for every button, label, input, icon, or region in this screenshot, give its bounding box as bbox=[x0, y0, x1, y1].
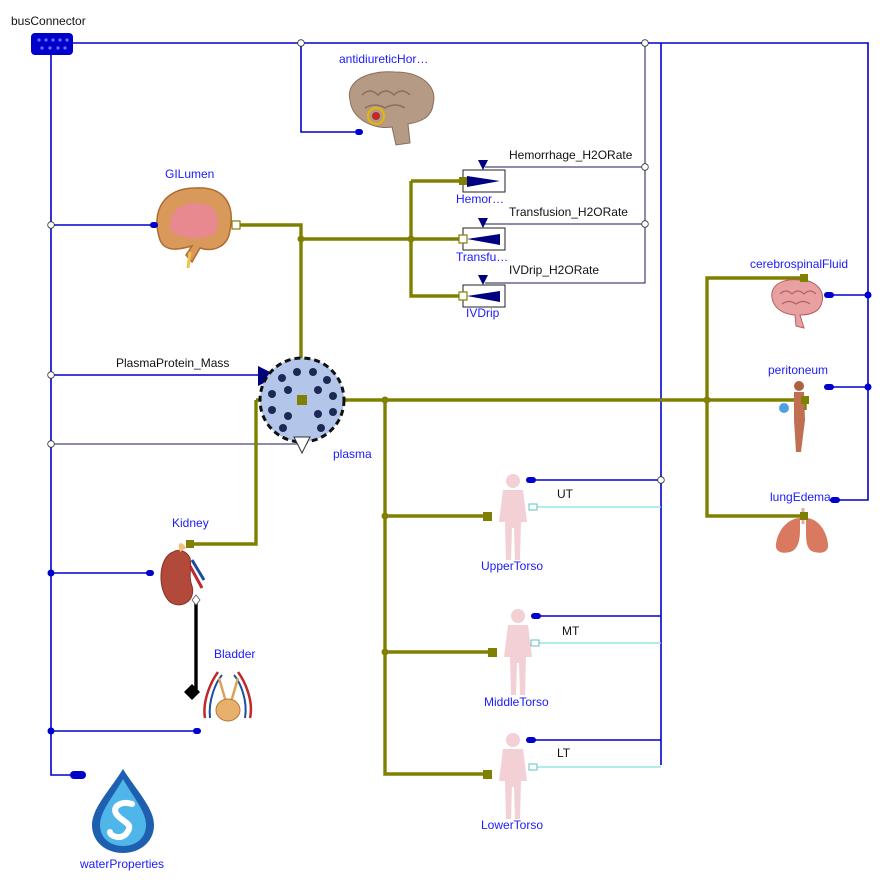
intestine-icon bbox=[156, 187, 232, 269]
plasma-icon bbox=[258, 356, 346, 444]
brain-icon bbox=[771, 279, 824, 329]
mt-label: MT bbox=[562, 624, 580, 638]
pump-icon bbox=[458, 275, 506, 308]
brain-icon bbox=[348, 71, 435, 146]
upper-torso-block[interactable]: UT UpperTorso bbox=[481, 474, 574, 573]
signal-wires bbox=[50, 42, 869, 776]
pump-icon bbox=[459, 160, 506, 193]
bladder-label: Bladder bbox=[214, 647, 255, 661]
junctions bbox=[47, 235, 872, 735]
kidney-label: Kidney bbox=[172, 516, 209, 530]
peritoneum-block[interactable]: peritoneum bbox=[768, 363, 834, 452]
antidiuretic-label: antidiureticHor… bbox=[339, 52, 428, 66]
antidiuretic-hormone-block[interactable]: antidiureticHor… bbox=[339, 52, 435, 146]
water-properties-block[interactable]: waterProperties bbox=[70, 769, 164, 871]
gilumen-label: GILumen bbox=[165, 167, 214, 181]
middle-torso-label: MiddleTorso bbox=[484, 695, 549, 709]
transfu-label: Transfu… bbox=[456, 250, 508, 264]
bus-connector-icon bbox=[31, 33, 73, 55]
ut-label: UT bbox=[557, 487, 574, 501]
kidney-icon bbox=[160, 540, 206, 606]
lower-torso-label: LowerTorso bbox=[481, 818, 543, 832]
plasma-block[interactable]: PlasmaProtein_Mass plasma bbox=[116, 356, 372, 461]
fluid-wires bbox=[190, 179, 807, 776]
transfusion-pump[interactable]: Transfusion_H2ORate Transfu… bbox=[456, 205, 628, 264]
torso-icon bbox=[499, 733, 527, 819]
plasma-protein-label: PlasmaProtein_Mass bbox=[116, 356, 229, 370]
lung-edema-block[interactable]: lungEdema bbox=[770, 490, 840, 553]
lower-torso-block[interactable]: LT LowerTorso bbox=[481, 733, 571, 832]
water-drop-icon bbox=[92, 769, 154, 853]
torso-icon bbox=[499, 474, 527, 560]
signal-ports bbox=[146, 222, 201, 734]
cerebrospinal-fluid-block[interactable]: cerebrospinalFluid bbox=[750, 257, 848, 329]
gi-lumen-block[interactable]: GILumen bbox=[156, 167, 241, 269]
bladder-icon bbox=[203, 671, 253, 722]
hemorrhage-pump[interactable]: Hemorrhage_H2ORate Hemor… bbox=[456, 148, 633, 206]
water-properties-label: waterProperties bbox=[79, 857, 164, 871]
kidney-block[interactable]: Kidney bbox=[160, 516, 209, 606]
lung-edema-label: lungEdema bbox=[770, 490, 831, 504]
open-junctions bbox=[47, 39, 665, 484]
upper-torso-label: UpperTorso bbox=[481, 559, 543, 573]
output-triangle-icon bbox=[293, 436, 311, 455]
urine-port-icon bbox=[184, 684, 200, 700]
cyan-wires bbox=[533, 506, 661, 768]
cerebrospinal-label: cerebrospinalFluid bbox=[750, 257, 848, 271]
plasma-label: plasma bbox=[333, 447, 372, 461]
hemor-label: Hemor… bbox=[456, 192, 504, 206]
peritoneum-label: peritoneum bbox=[768, 363, 828, 377]
body-icon bbox=[779, 381, 805, 452]
bus-connector[interactable]: busConnector bbox=[11, 14, 86, 55]
ivdrip-rate-label: IVDrip_H2ORate bbox=[509, 263, 599, 277]
ivdrip-label: IVDrip bbox=[466, 306, 500, 320]
thin-wires bbox=[51, 43, 646, 448]
ivdrip-pump[interactable]: IVDrip_H2ORate IVDrip bbox=[458, 263, 599, 320]
bus-connector-label: busConnector bbox=[11, 14, 86, 28]
lt-label: LT bbox=[557, 746, 571, 760]
middle-torso-block[interactable]: MT MiddleTorso bbox=[484, 609, 580, 709]
pump-icon bbox=[458, 218, 506, 251]
hemorrhage-rate-label: Hemorrhage_H2ORate bbox=[509, 148, 633, 162]
transfusion-rate-label: Transfusion_H2ORate bbox=[509, 205, 628, 219]
bladder-block[interactable]: Bladder bbox=[184, 647, 255, 722]
torso-icon bbox=[504, 609, 532, 695]
water-port-icon bbox=[70, 771, 86, 779]
